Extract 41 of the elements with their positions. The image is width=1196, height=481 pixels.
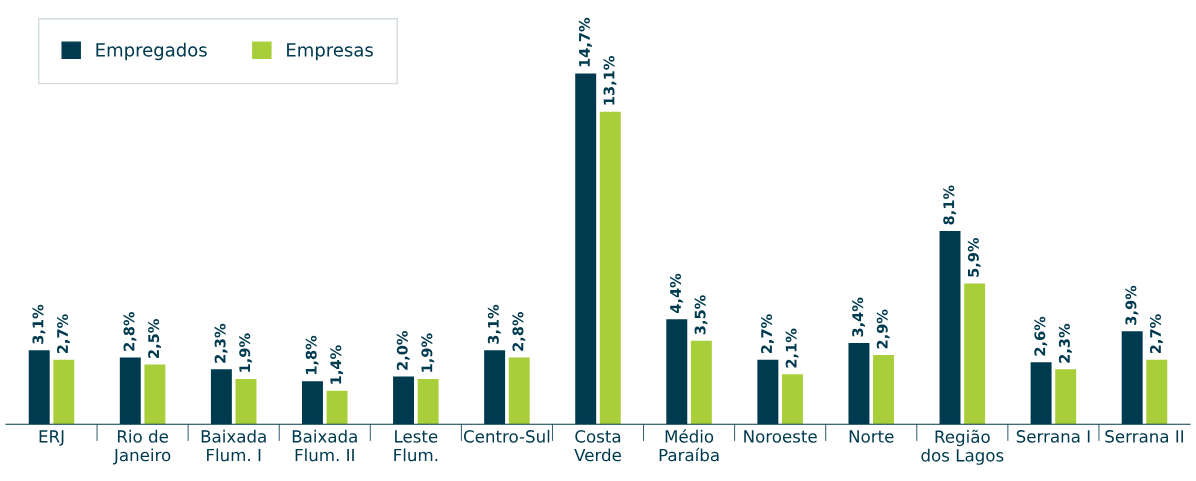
data-label: 14,7% <box>578 17 592 67</box>
data-label: 3,1% <box>487 304 501 344</box>
data-label: 3,5% <box>694 295 708 335</box>
x-tick-label: Serrana II <box>1105 430 1184 443</box>
x-tick-label: Rio de Janeiro <box>113 429 171 465</box>
data-label: 2,7% <box>761 314 774 354</box>
data-label: 1,9% <box>239 333 253 372</box>
data-label: 2,7% <box>57 314 70 354</box>
x-tick-label: Serrana I <box>1016 430 1090 443</box>
x-tick-label: ERJ <box>39 430 64 446</box>
x-tick-label: Médio Paraíba <box>659 429 719 462</box>
x-tick-label: Costa Verde <box>574 430 621 462</box>
data-label: 8,1% <box>943 185 957 225</box>
x-tick-label: Centro-Sul <box>463 429 550 443</box>
data-label: 1,4% <box>330 345 344 384</box>
legend-label: Empresas <box>287 43 373 61</box>
data-label: 2,5% <box>148 319 161 358</box>
x-tick-label: Baixada Flum. II <box>292 429 357 462</box>
data-label: 2,6% <box>1034 316 1048 356</box>
data-label: 1,8% <box>305 335 319 375</box>
x-tick-label: Leste Flum. <box>394 430 438 462</box>
legend-label: Empregados <box>96 42 207 61</box>
data-label: 13,1% <box>603 56 617 105</box>
data-label: 2,7% <box>1149 314 1163 354</box>
data-label: 1,9% <box>421 333 435 372</box>
x-tick-label: Noroeste <box>744 430 817 443</box>
x-tick-label: Região dos Lagos <box>921 429 1004 465</box>
data-label: 2,8% <box>512 311 526 351</box>
data-label: 2,3% <box>214 323 228 363</box>
data-label: 3,9% <box>1125 285 1139 325</box>
data-label: 3,4% <box>852 297 866 337</box>
data-label: 5,9% <box>967 237 981 277</box>
data-label: 2,1% <box>785 328 799 368</box>
x-tick-label: Norte <box>849 430 894 443</box>
data-label: 4,4% <box>669 273 683 314</box>
data-label: 2,0% <box>396 330 410 370</box>
data-label: 2,3% <box>1058 323 1072 363</box>
data-label: 3,1% <box>32 304 46 344</box>
data-label: 2,9% <box>876 309 890 349</box>
data-label: 2,8% <box>123 311 137 351</box>
x-tick-label: Baixada Flum. I <box>201 429 266 462</box>
